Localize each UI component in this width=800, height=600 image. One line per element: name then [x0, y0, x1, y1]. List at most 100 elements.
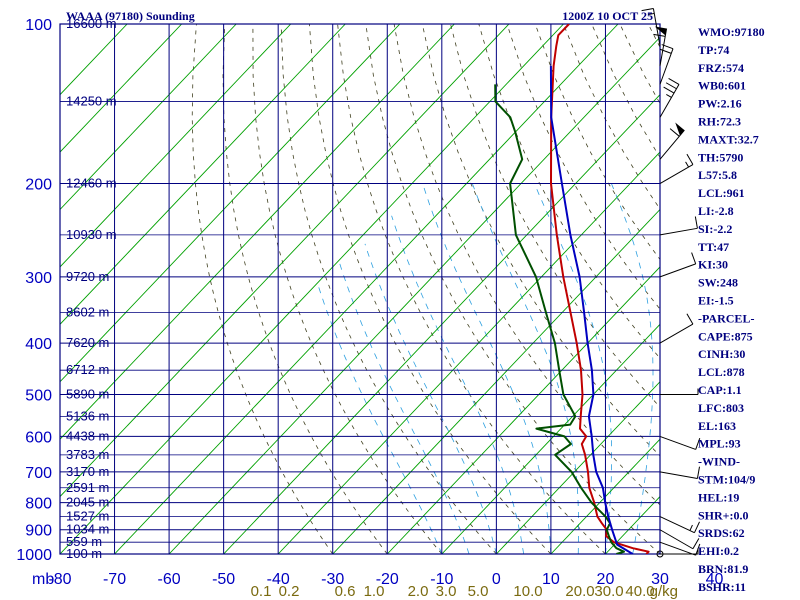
index-value: RH:72.3 [698, 115, 741, 129]
wind-barb [659, 122, 685, 160]
wind-barb-feather [695, 543, 701, 556]
wind-barb-feather [659, 48, 672, 54]
pressure-tick-label: 600 [25, 429, 52, 446]
index-value: EL:163 [698, 419, 736, 433]
mixing-ratio-label: 40.0 [625, 583, 654, 600]
height-label: 5890 m [66, 386, 109, 401]
isotherm-line [550, 438, 660, 554]
index-value: BSHR:11 [698, 580, 746, 594]
mixing-ratio-label: 0.1 [251, 583, 272, 600]
dry-adiabat-line [591, 24, 660, 158]
temperature-tick-label: 10 [542, 571, 560, 588]
mixing-ratio-unit: g/kg [650, 583, 678, 600]
index-value: CAPE:875 [698, 329, 753, 343]
pressure-tick-label: 700 [25, 465, 52, 482]
sounding-profiles [494, 24, 650, 554]
pressure-tick-label: 400 [25, 336, 52, 353]
isotherm-line [60, 24, 183, 153]
index-value: FRZ:574 [698, 61, 744, 75]
index-value: LI:-2.8 [698, 204, 734, 218]
temperature-tick-label: -20 [376, 571, 399, 588]
wind-barb-shaft [659, 164, 694, 184]
isotherm-line [60, 24, 564, 554]
wind-barb [659, 435, 701, 450]
pressure-tick-label: 900 [25, 523, 52, 540]
index-value: TP:74 [698, 43, 729, 57]
dry-adiabat-line [252, 24, 443, 554]
moist-adiabat-line [534, 183, 612, 554]
height-label: 3783 m [66, 447, 109, 462]
wind-barb-shaft [659, 263, 696, 278]
temperature-tick-label: -40 [267, 571, 290, 588]
height-label: 5136 m [66, 408, 109, 423]
isotherm-line [441, 323, 660, 554]
wind-barb-flag [654, 26, 667, 36]
wind-barb-feather [663, 86, 675, 94]
pressure-tick-label: 500 [25, 387, 52, 404]
height-label: 6712 m [66, 362, 109, 377]
dry-adiabat-line [309, 24, 552, 554]
mixing-ratio-label: 0.6 [335, 583, 356, 600]
pressure-tick-label: 300 [25, 270, 52, 287]
isotherm-line [223, 94, 660, 554]
isotherm-line [60, 24, 510, 498]
wind-barb-feather [668, 77, 680, 85]
moist-adiabat-line [317, 284, 443, 554]
wind-barb-half-feather [689, 524, 693, 531]
index-value: TH:5790 [698, 150, 743, 164]
wind-barb-shaft [659, 48, 674, 85]
index-value: EHI:0.2 [698, 544, 739, 558]
isotherm-line [60, 24, 401, 383]
temperature-tick-label: 20 [597, 571, 615, 588]
mixing-ratio-label: 1.0 [364, 583, 385, 600]
wind-barb-feather [669, 128, 680, 137]
isotherm-line [60, 24, 237, 211]
mixing-ratio-label: 5.0 [468, 583, 489, 600]
wind-barb [659, 252, 697, 278]
pressure-grid [59, 23, 661, 555]
pressure-tick-label: 200 [25, 177, 52, 194]
wind-barb [641, 8, 661, 47]
wind-barb-shaft [659, 516, 695, 534]
wind-barb [659, 77, 680, 118]
dry-adiabat-line [222, 24, 388, 554]
temperature-tick-label: -80 [48, 571, 71, 588]
index-value: CINH:30 [698, 347, 745, 361]
height-label: 8602 m [66, 304, 109, 319]
wind-barb [659, 466, 700, 479]
wind-barb [659, 153, 694, 184]
wind-barb-feather [696, 466, 700, 479]
mixing-ratio-label: 0.2 [279, 583, 300, 600]
index-value: L57:5.8 [698, 168, 737, 182]
index-value: LCL:878 [698, 365, 745, 379]
wind-barb-shaft [659, 323, 694, 344]
wind-barb [659, 216, 698, 236]
wind-barb [653, 26, 668, 67]
moist-adiabat-line [611, 183, 654, 554]
height-label: 100 m [66, 546, 102, 561]
wind-barb-feather [686, 153, 694, 165]
index-value: STM:104/9 [698, 473, 755, 487]
wind-barb-feather [653, 33, 666, 37]
pressure-tick-label: 1000 [16, 547, 52, 564]
wind-barb [659, 313, 694, 344]
temperature-tick-label: 0 [492, 571, 501, 588]
height-label: 14250 m [66, 93, 117, 108]
wind-barb-feather [691, 252, 697, 265]
isotherm-line [60, 24, 346, 325]
dewpoint-profile-line [494, 84, 625, 554]
index-value: SHR+:0.0 [698, 508, 749, 522]
temperature-tick-label: 30 [651, 571, 669, 588]
wind-barb-half-feather [666, 93, 672, 98]
isotherm-line [277, 151, 660, 554]
isotherm-line [168, 36, 660, 554]
index-value: SRDS:62 [698, 526, 745, 540]
dry-adiabat-line [563, 24, 660, 210]
wind-barb-shaft [659, 471, 698, 479]
height-label: 559 m [66, 534, 102, 549]
wind-barb-shaft [659, 227, 698, 236]
moist-adiabat-line [422, 183, 552, 554]
index-value: HEL:19 [698, 490, 739, 504]
